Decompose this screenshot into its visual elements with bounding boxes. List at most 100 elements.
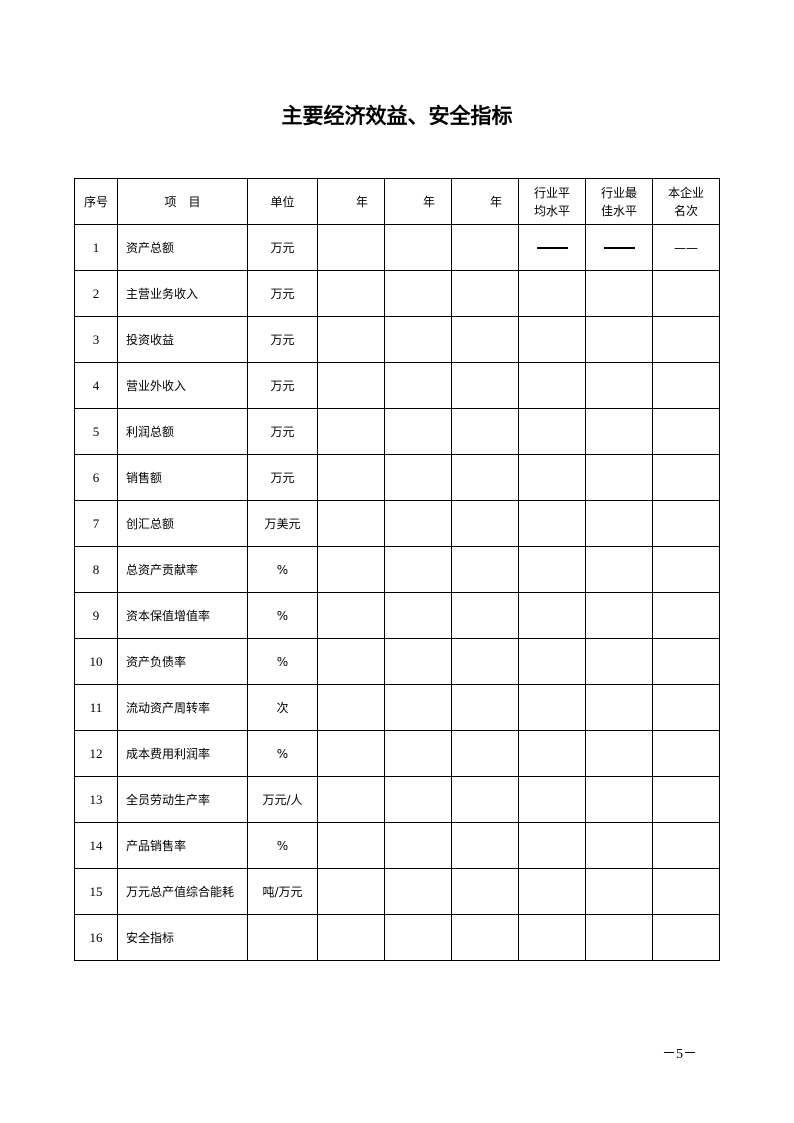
table-row: 2 主营业务收入 万元 — [74, 270, 720, 317]
year-cell — [317, 592, 385, 639]
row-number: 2 — [74, 270, 118, 317]
row-number: 10 — [74, 638, 118, 685]
year-cell — [451, 638, 519, 685]
industry-avg-cell — [518, 546, 586, 593]
row-item: 投资收益 — [117, 316, 248, 363]
rank-cell — [652, 684, 720, 731]
year-cell — [317, 638, 385, 685]
table-row: 13 全员劳动生产率 万元/人 — [74, 776, 720, 823]
year-cell — [451, 730, 519, 777]
year-cell — [451, 408, 519, 455]
year-cell — [317, 914, 385, 961]
year-cell — [384, 638, 452, 685]
year-cell — [317, 822, 385, 869]
year-cell — [317, 224, 385, 271]
table-row: 9 资本保值增值率% — [74, 592, 720, 639]
row-item: 资本保值增值率 — [117, 592, 248, 639]
industry-avg-cell — [518, 270, 586, 317]
table-header-row: 序号 项 目 单位 年 年 年 行业平 均水平 行业最 佳水平 本企业名次 — [74, 178, 720, 225]
row-item: 创汇总额 — [117, 500, 248, 547]
row-unit: % — [247, 592, 318, 639]
header-line: 均水平 — [533, 203, 570, 218]
header-industry-avg: 行业平 均水平 — [518, 178, 586, 225]
row-number: 6 — [74, 454, 118, 501]
row-unit: 万元 — [247, 224, 318, 271]
year-cell — [317, 500, 385, 547]
industry-avg-cell — [518, 868, 586, 915]
table-row: 3 投资收益 万元 — [74, 316, 720, 363]
dash-mark — [536, 247, 568, 249]
row-number: 16 — [74, 914, 118, 961]
industry-best-cell — [585, 362, 653, 409]
table-row: 1 资产总额 万元 —— — [74, 224, 720, 271]
header-line: 行业最 — [600, 185, 637, 200]
table-row: 15 万元总产值综合能耗 吨/万元 — [74, 868, 720, 915]
rank-cell — [652, 730, 720, 777]
year-cell — [317, 776, 385, 823]
header-no: 序号 — [74, 178, 118, 225]
table-row: 8 总资产贡献率% — [74, 546, 720, 593]
row-unit: % — [247, 546, 318, 593]
industry-best-cell — [585, 776, 653, 823]
industry-avg-cell — [518, 408, 586, 455]
industry-avg-cell — [518, 316, 586, 363]
industry-best-cell — [585, 316, 653, 363]
row-unit: 万元/人 — [247, 776, 318, 823]
page-title: 主要经济效益、安全指标 — [281, 104, 513, 128]
table-row: 12 成本费用利润率% — [74, 730, 720, 777]
row-item: 安全指标 — [117, 914, 248, 961]
year-cell — [384, 224, 452, 271]
industry-avg-cell — [518, 638, 586, 685]
year-cell — [317, 270, 385, 317]
industry-best-cell — [585, 454, 653, 501]
industry-best-cell — [585, 684, 653, 731]
rank-cell — [652, 270, 720, 317]
year-cell — [384, 316, 452, 363]
table-row: 16 安全指标 — [74, 914, 720, 961]
row-unit: 万元 — [247, 270, 318, 317]
industry-best-cell — [585, 914, 653, 961]
row-unit: % — [247, 822, 318, 869]
header-line: 行业平 — [533, 185, 570, 200]
row-number: 13 — [74, 776, 118, 823]
rank-cell — [652, 914, 720, 961]
rank-cell: —— — [652, 224, 720, 271]
industry-avg-cell — [518, 822, 586, 869]
row-item: 营业外收入 — [117, 362, 248, 409]
dash-mark — [603, 247, 635, 249]
year-cell — [317, 868, 385, 915]
row-item: 产品销售率 — [117, 822, 248, 869]
header-unit: 单位 — [247, 178, 318, 225]
industry-best-cell — [585, 822, 653, 869]
year-cell — [451, 684, 519, 731]
indicators-table: 序号 项 目 单位 年 年 年 行业平 均水平 行业最 佳水平 本企业名次 1 资产总… — [74, 178, 720, 961]
year-cell — [384, 408, 452, 455]
row-number: 1 — [74, 224, 118, 271]
row-unit: 万美元 — [247, 500, 318, 547]
industry-avg-cell — [518, 776, 586, 823]
table-row: 14 产品销售率% — [74, 822, 720, 869]
rank-cell — [652, 454, 720, 501]
row-item: 成本费用利润率 — [117, 730, 248, 777]
row-item: 资产总额 — [117, 224, 248, 271]
industry-avg-cell — [518, 224, 586, 271]
header-industry-best: 行业最 佳水平 — [585, 178, 653, 225]
industry-best-cell — [585, 638, 653, 685]
industry-avg-cell — [518, 592, 586, 639]
rank-cell — [652, 408, 720, 455]
industry-best-cell — [585, 730, 653, 777]
industry-best-cell — [585, 270, 653, 317]
table-row: 6 销售额 万元 — [74, 454, 720, 501]
row-number: 12 — [74, 730, 118, 777]
header-year-label: 年 — [422, 194, 435, 209]
year-cell — [384, 776, 452, 823]
row-unit: 万元 — [247, 408, 318, 455]
header-year-1: 年 — [317, 178, 385, 225]
row-item: 总资产贡献率 — [117, 546, 248, 593]
year-cell — [451, 454, 519, 501]
row-number: 8 — [74, 546, 118, 593]
row-item: 资产负债率 — [117, 638, 248, 685]
row-unit: % — [247, 638, 318, 685]
rank-cell — [652, 500, 720, 547]
rank-cell — [652, 822, 720, 869]
